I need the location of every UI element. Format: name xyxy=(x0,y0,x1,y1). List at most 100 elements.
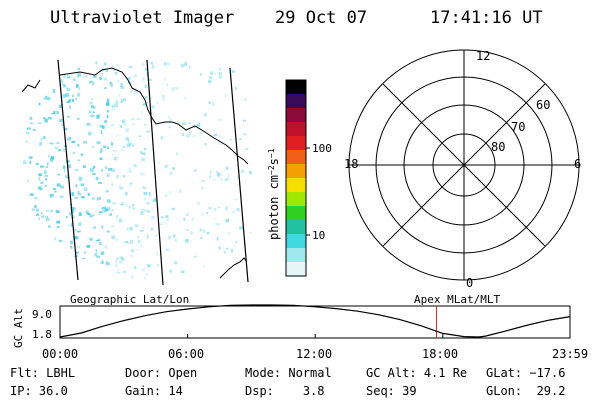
mlat-label-70: 70 xyxy=(511,120,525,134)
speckle xyxy=(165,248,170,251)
speckle xyxy=(194,255,197,258)
speckle xyxy=(43,170,47,174)
speckle xyxy=(88,131,92,136)
speckle xyxy=(208,101,211,105)
speckle xyxy=(141,268,146,272)
speckle xyxy=(50,157,54,162)
speckle xyxy=(130,275,134,279)
colorbar-cell xyxy=(286,192,306,207)
speckle xyxy=(107,207,111,211)
speckle xyxy=(186,229,190,231)
speckle xyxy=(133,90,138,95)
speckle xyxy=(218,141,223,145)
speckle xyxy=(160,136,164,140)
colorbar-cell xyxy=(286,248,306,263)
speckle xyxy=(111,108,115,112)
speckle xyxy=(231,248,233,253)
speckle xyxy=(73,78,76,81)
speckle xyxy=(165,215,169,219)
speckle xyxy=(199,228,202,232)
speckle xyxy=(151,215,156,218)
speckle xyxy=(97,238,101,241)
speckle xyxy=(114,158,118,161)
speckle xyxy=(35,163,39,165)
speckle xyxy=(46,209,50,212)
speckle xyxy=(105,69,108,73)
speckle xyxy=(116,156,119,159)
speckle xyxy=(120,149,124,152)
speckle xyxy=(99,211,101,215)
speckle xyxy=(66,76,71,79)
y-tick-label: 9.0 xyxy=(32,308,52,321)
date-label: 29 Oct 07 xyxy=(275,8,368,28)
speckle xyxy=(111,209,114,211)
speckle xyxy=(137,236,140,238)
speckle xyxy=(48,96,51,101)
speckle xyxy=(92,75,97,78)
speckle xyxy=(146,264,151,267)
speckle xyxy=(166,219,169,222)
speckle xyxy=(120,201,125,206)
speckle xyxy=(151,216,155,220)
speckle xyxy=(123,174,126,178)
polar-diagonal xyxy=(382,83,546,247)
speckle xyxy=(76,84,79,88)
speckle xyxy=(213,134,217,137)
speckle xyxy=(70,240,73,245)
speckle xyxy=(109,81,112,84)
speckle xyxy=(217,133,220,138)
speckle xyxy=(218,68,222,71)
speckle xyxy=(39,165,44,168)
speckle xyxy=(84,251,86,254)
speckle xyxy=(44,174,49,177)
speckle xyxy=(92,81,95,86)
speckle xyxy=(146,131,151,133)
speckle xyxy=(66,87,71,92)
apex-coords-label: Apex MLat/MLT xyxy=(414,293,500,306)
speckle xyxy=(141,173,145,176)
speckle xyxy=(123,271,127,273)
speckle xyxy=(34,205,37,208)
speckle xyxy=(98,197,102,200)
speckle xyxy=(77,73,81,77)
speckle xyxy=(101,207,105,210)
speckle xyxy=(99,124,104,128)
speckle xyxy=(123,123,127,126)
speckle xyxy=(56,111,59,115)
speckle xyxy=(76,245,81,248)
speckle xyxy=(71,99,74,102)
speckle xyxy=(92,111,95,113)
speckle xyxy=(116,133,120,137)
speckle xyxy=(218,75,223,79)
speckle xyxy=(74,169,79,171)
geographic-coords-label: Geographic Lat/Lon xyxy=(70,293,189,306)
gain-status: Gain: 14 xyxy=(125,384,183,398)
speckle xyxy=(124,191,128,196)
speckle xyxy=(58,239,63,243)
speckle xyxy=(36,208,39,212)
speckle xyxy=(129,226,133,231)
speckle xyxy=(47,154,50,158)
speckle xyxy=(26,127,31,130)
speckle xyxy=(112,149,117,152)
speckle xyxy=(38,186,42,189)
speckle xyxy=(78,193,82,196)
speckle xyxy=(168,191,172,194)
speckle xyxy=(119,125,123,128)
speckle xyxy=(189,131,192,135)
speckle xyxy=(133,164,137,168)
speckle xyxy=(135,224,138,228)
speckle xyxy=(188,122,191,125)
speckle xyxy=(169,171,173,176)
speckle xyxy=(136,118,141,120)
speckle xyxy=(235,241,238,244)
speckle xyxy=(89,214,92,218)
speckle xyxy=(158,161,161,165)
speckle xyxy=(147,234,149,239)
speckle xyxy=(169,269,173,273)
speckle xyxy=(38,217,41,220)
speckle xyxy=(44,118,48,123)
speckle xyxy=(142,77,145,81)
speckle xyxy=(61,123,65,126)
speckle xyxy=(212,101,215,106)
